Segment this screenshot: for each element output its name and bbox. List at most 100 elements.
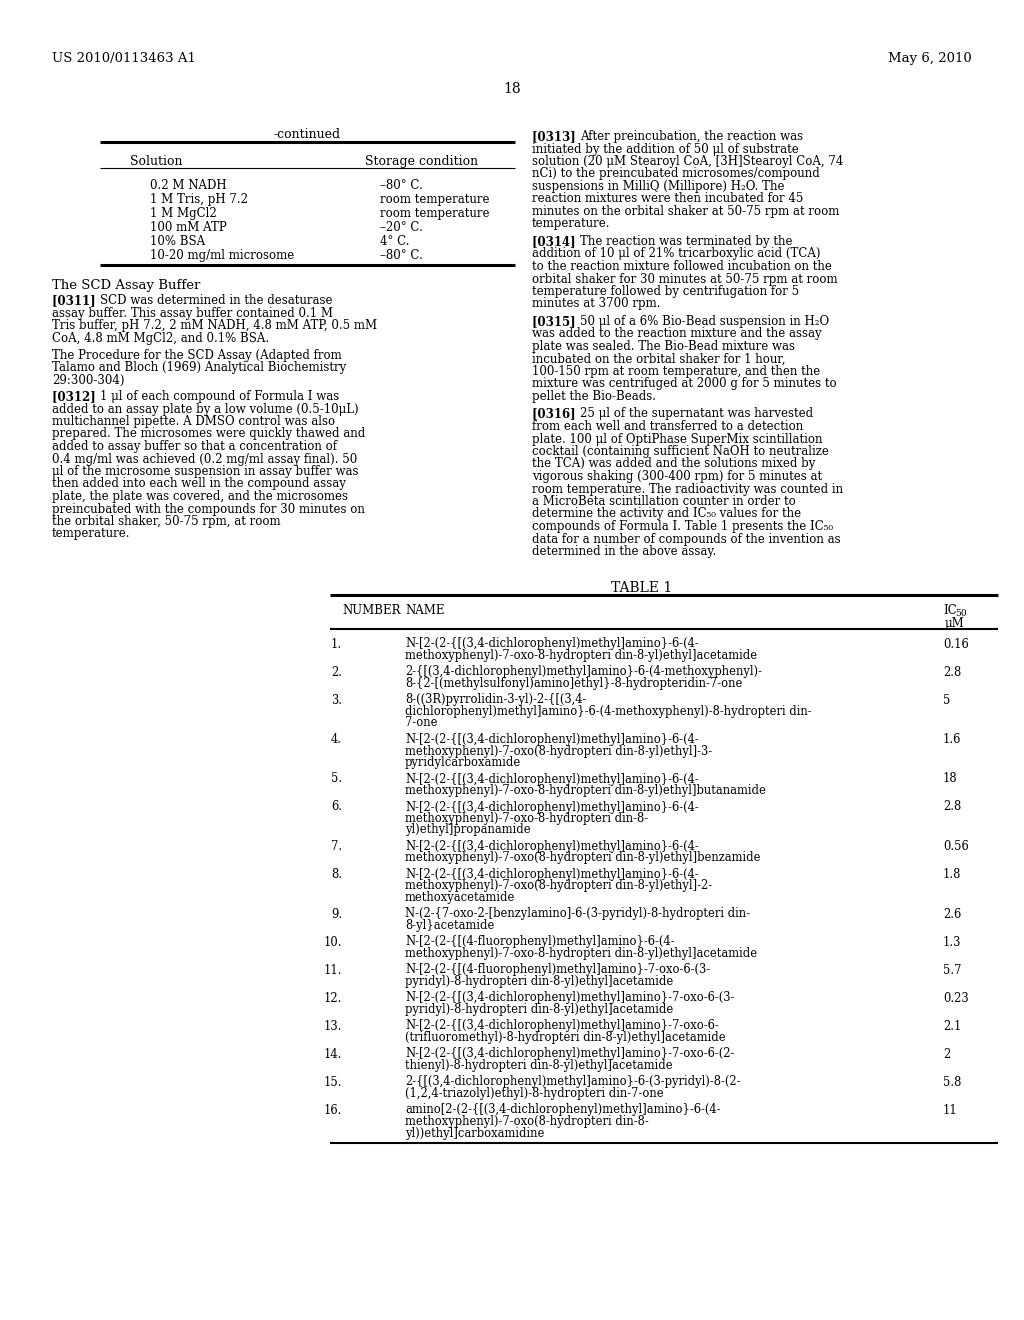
Text: 11: 11: [943, 1104, 957, 1117]
Text: 14.: 14.: [324, 1048, 342, 1060]
Text: 5.8: 5.8: [943, 1076, 962, 1089]
Text: 0.56: 0.56: [943, 840, 969, 853]
Text: The reaction was terminated by the: The reaction was terminated by the: [580, 235, 793, 248]
Text: room temperature. The radioactivity was counted in: room temperature. The radioactivity was …: [532, 483, 843, 495]
Text: 8-yl}acetamide: 8-yl}acetamide: [406, 919, 495, 932]
Text: 2.1: 2.1: [943, 1019, 962, 1032]
Text: temperature followed by centrifugation for 5: temperature followed by centrifugation f…: [532, 285, 799, 298]
Text: N-[2-(2-{[(3,4-dichlorophenyl)methyl]amino}-6-(4-: N-[2-(2-{[(3,4-dichlorophenyl)methyl]ami…: [406, 869, 698, 880]
Text: –80° C.: –80° C.: [380, 249, 423, 261]
Text: 0.4 mg/ml was achieved (0.2 mg/ml assay final). 50: 0.4 mg/ml was achieved (0.2 mg/ml assay …: [52, 453, 357, 466]
Text: CoA, 4.8 mM MgCl2, and 0.1% BSA.: CoA, 4.8 mM MgCl2, and 0.1% BSA.: [52, 333, 269, 345]
Text: 11.: 11.: [324, 964, 342, 977]
Text: pyridyl)-8-hydropteri din-8-yl)ethyl]acetamide: pyridyl)-8-hydropteri din-8-yl)ethyl]ace…: [406, 1003, 673, 1016]
Text: methoxyphenyl)-7-oxo-8-hydropteri din-8-yl)ethyl]acetamide: methoxyphenyl)-7-oxo-8-hydropteri din-8-…: [406, 649, 757, 663]
Text: minutes on the orbital shaker at 50-75 rpm at room: minutes on the orbital shaker at 50-75 r…: [532, 205, 840, 218]
Text: 10% BSA: 10% BSA: [150, 235, 205, 248]
Text: 1.8: 1.8: [943, 869, 962, 880]
Text: Storage condition: Storage condition: [365, 154, 478, 168]
Text: methoxyphenyl)-7-oxo(8-hydropteri din-8-yl)ethyl]-2-: methoxyphenyl)-7-oxo(8-hydropteri din-8-…: [406, 879, 712, 892]
Text: 3.: 3.: [331, 693, 342, 706]
Text: data for a number of compounds of the invention as: data for a number of compounds of the in…: [532, 532, 841, 545]
Text: orbital shaker for 30 minutes at 50-75 rpm at room: orbital shaker for 30 minutes at 50-75 r…: [532, 272, 838, 285]
Text: 0.16: 0.16: [943, 638, 969, 651]
Text: After preincubation, the reaction was: After preincubation, the reaction was: [580, 129, 803, 143]
Text: temperature.: temperature.: [532, 218, 610, 231]
Text: vigorous shaking (300-400 rpm) for 5 minutes at: vigorous shaking (300-400 rpm) for 5 min…: [532, 470, 822, 483]
Text: 2: 2: [943, 1048, 950, 1060]
Text: determine the activity and IC₅₀ values for the: determine the activity and IC₅₀ values f…: [532, 507, 801, 520]
Text: methoxyphenyl)-7-oxo(8-hydropteri din-8-yl)ethyl]-3-: methoxyphenyl)-7-oxo(8-hydropteri din-8-…: [406, 744, 712, 758]
Text: was added to the reaction mixture and the assay: was added to the reaction mixture and th…: [532, 327, 821, 341]
Text: 2.: 2.: [331, 665, 342, 678]
Text: 2-{[(3,4-dichlorophenyl)methyl]amino}-6-(3-pyridyl)-8-(2-: 2-{[(3,4-dichlorophenyl)methyl]amino}-6-…: [406, 1076, 740, 1089]
Text: mixture was centrifuged at 2000 g for 5 minutes to: mixture was centrifuged at 2000 g for 5 …: [532, 378, 837, 391]
Text: [0313]: [0313]: [532, 129, 592, 143]
Text: –20° C.: –20° C.: [380, 220, 423, 234]
Text: 4.: 4.: [331, 733, 342, 746]
Text: plate, the plate was covered, and the microsomes: plate, the plate was covered, and the mi…: [52, 490, 348, 503]
Text: May 6, 2010: May 6, 2010: [888, 51, 972, 65]
Text: N-[2-(2-{[(3,4-dichlorophenyl)methyl]amino}-7-oxo-6-(3-: N-[2-(2-{[(3,4-dichlorophenyl)methyl]ami…: [406, 991, 734, 1005]
Text: determined in the above assay.: determined in the above assay.: [532, 545, 716, 558]
Text: 1.: 1.: [331, 638, 342, 651]
Text: 1.6: 1.6: [943, 733, 962, 746]
Text: pyridyl)-8-hydropteri din-8-yl)ethyl]acetamide: pyridyl)-8-hydropteri din-8-yl)ethyl]ace…: [406, 975, 673, 987]
Text: 1 μl of each compound of Formula I was: 1 μl of each compound of Formula I was: [100, 389, 339, 403]
Text: cocktail (containing sufficient NaOH to neutralize: cocktail (containing sufficient NaOH to …: [532, 445, 828, 458]
Text: compounds of Formula I. Table 1 presents the IC₅₀: compounds of Formula I. Table 1 presents…: [532, 520, 833, 533]
Text: assay buffer. This assay buffer contained 0.1 M: assay buffer. This assay buffer containe…: [52, 308, 333, 319]
Text: The Procedure for the SCD Assay (Adapted from: The Procedure for the SCD Assay (Adapted…: [52, 348, 342, 362]
Text: to the reaction mixture followed incubation on the: to the reaction mixture followed incubat…: [532, 260, 831, 273]
Text: NAME: NAME: [406, 605, 444, 618]
Text: 7.: 7.: [331, 840, 342, 853]
Text: N-[2-(2-{[(3,4-dichlorophenyl)methyl]amino}-7-oxo-6-: N-[2-(2-{[(3,4-dichlorophenyl)methyl]ami…: [406, 1019, 719, 1032]
Text: N-[2-(2-{[(3,4-dichlorophenyl)methyl]amino}-6-(4-: N-[2-(2-{[(3,4-dichlorophenyl)methyl]ami…: [406, 733, 698, 746]
Text: a MicroBeta scintillation counter in order to: a MicroBeta scintillation counter in ord…: [532, 495, 796, 508]
Text: 100 mM ATP: 100 mM ATP: [150, 220, 226, 234]
Text: methoxyphenyl)-7-oxo(8-hydropteri din-8-yl)ethyl]benzamide: methoxyphenyl)-7-oxo(8-hydropteri din-8-…: [406, 851, 761, 865]
Text: prepared. The microsomes were quickly thawed and: prepared. The microsomes were quickly th…: [52, 428, 366, 441]
Text: Talamo and Bloch (1969) Analytical Biochemistry: Talamo and Bloch (1969) Analytical Bioch…: [52, 360, 346, 374]
Text: 10.: 10.: [324, 936, 342, 949]
Text: 4° C.: 4° C.: [380, 235, 410, 248]
Text: dichlorophenyl)methyl]amino}-6-(4-methoxyphenyl)-8-hydropteri din-: dichlorophenyl)methyl]amino}-6-(4-methox…: [406, 705, 812, 718]
Text: -continued: -continued: [274, 128, 341, 141]
Text: N-[2-(2-{[(4-fluorophenyl)methyl]amino}-7-oxo-6-(3-: N-[2-(2-{[(4-fluorophenyl)methyl]amino}-…: [406, 964, 710, 977]
Text: 9.: 9.: [331, 908, 342, 920]
Text: yl))ethyl]carboxamidine: yl))ethyl]carboxamidine: [406, 1126, 545, 1139]
Text: methoxyphenyl)-7-oxo-8-hydropteri din-8-yl)ethyl]butanamide: methoxyphenyl)-7-oxo-8-hydropteri din-8-…: [406, 784, 766, 797]
Text: [0314]: [0314]: [532, 235, 592, 248]
Text: [0316]: [0316]: [532, 408, 592, 421]
Text: NUMBER: NUMBER: [342, 605, 400, 618]
Text: The SCD Assay Buffer: The SCD Assay Buffer: [52, 279, 201, 292]
Text: 12.: 12.: [324, 991, 342, 1005]
Text: then added into each well in the compound assay: then added into each well in the compoun…: [52, 478, 346, 491]
Text: suspensions in MilliQ (Millipore) H₂O. The: suspensions in MilliQ (Millipore) H₂O. T…: [532, 180, 784, 193]
Text: room temperature: room temperature: [380, 207, 489, 220]
Text: 50: 50: [955, 609, 967, 618]
Text: reaction mixtures were then incubated for 45: reaction mixtures were then incubated fo…: [532, 193, 804, 206]
Text: incubated on the orbital shaker for 1 hour,: incubated on the orbital shaker for 1 ho…: [532, 352, 785, 366]
Text: –80° C.: –80° C.: [380, 180, 423, 191]
Text: methoxyphenyl)-7-oxo-8-hydropteri din-8-: methoxyphenyl)-7-oxo-8-hydropteri din-8-: [406, 812, 648, 825]
Text: room temperature: room temperature: [380, 193, 489, 206]
Text: 18: 18: [943, 772, 957, 785]
Text: thienyl)-8-hydropteri din-8-yl)ethyl]acetamide: thienyl)-8-hydropteri din-8-yl)ethyl]ace…: [406, 1059, 673, 1072]
Text: Tris buffer, pH 7.2, 2 mM NADH, 4.8 mM ATP, 0.5 mM: Tris buffer, pH 7.2, 2 mM NADH, 4.8 mM A…: [52, 319, 377, 333]
Text: 5.: 5.: [331, 772, 342, 785]
Text: SCD was determined in the desaturase: SCD was determined in the desaturase: [100, 294, 333, 308]
Text: minutes at 3700 rpm.: minutes at 3700 rpm.: [532, 297, 660, 310]
Text: 2.6: 2.6: [943, 908, 962, 920]
Text: μl of the microsome suspension in assay buffer was: μl of the microsome suspension in assay …: [52, 465, 358, 478]
Text: N-[2-(2-{[(3,4-dichlorophenyl)methyl]amino}-6-(4-: N-[2-(2-{[(3,4-dichlorophenyl)methyl]ami…: [406, 772, 698, 785]
Text: (1,2,4-triazolyl)ethyl)-8-hydropteri din-7-one: (1,2,4-triazolyl)ethyl)-8-hydropteri din…: [406, 1086, 664, 1100]
Text: IC: IC: [943, 605, 956, 618]
Text: 7-one: 7-one: [406, 717, 437, 730]
Text: solution (20 μM Stearoyl CoA, [3H]Stearoyl CoA, 74: solution (20 μM Stearoyl CoA, [3H]Stearo…: [532, 154, 844, 168]
Text: 13.: 13.: [324, 1019, 342, 1032]
Text: 2.8: 2.8: [943, 800, 962, 813]
Text: methoxyacetamide: methoxyacetamide: [406, 891, 515, 904]
Text: 1.3: 1.3: [943, 936, 962, 949]
Text: N-[2-(2-{[(4-fluorophenyl)methyl]amino}-6-(4-: N-[2-(2-{[(4-fluorophenyl)methyl]amino}-…: [406, 936, 675, 949]
